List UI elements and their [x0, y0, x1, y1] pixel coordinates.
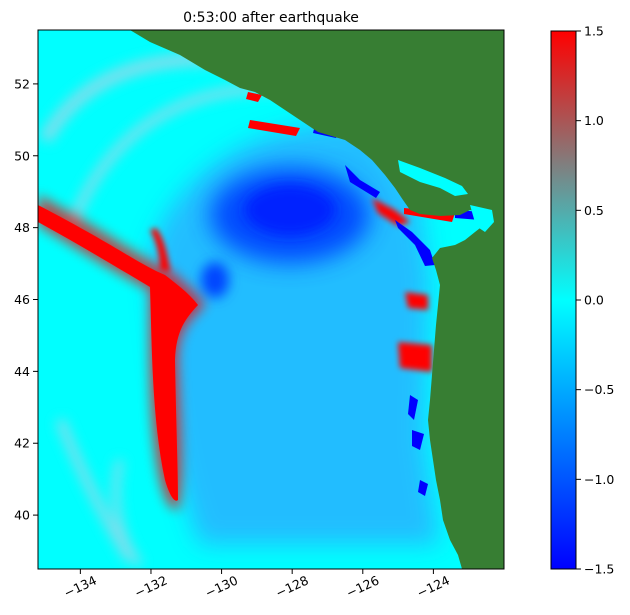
- x-tick-label: −134: [61, 572, 98, 600]
- colorbar-tick-label: −1.0: [584, 472, 614, 487]
- y-axis: 40 42 44 46 48 50 52: [14, 76, 38, 523]
- coastal-crests: [246, 92, 455, 372]
- x-tick-label: −130: [203, 572, 240, 600]
- x-tick-label: −128: [273, 572, 310, 600]
- y-tick-label: 52: [14, 76, 30, 91]
- trough-small: [201, 262, 229, 298]
- trough-core: [245, 185, 335, 235]
- x-tick-label: −124: [414, 572, 451, 600]
- colorbar-tick-label: −1.5: [584, 562, 614, 577]
- heatmap-field: [38, 30, 504, 569]
- inland-water-2: [470, 205, 494, 232]
- y-tick-label: 44: [14, 364, 30, 379]
- colorbar: [550, 30, 577, 570]
- main-crest: [38, 195, 205, 510]
- inland-water: [398, 160, 468, 196]
- y-tick-label: 46: [14, 292, 30, 307]
- colorbar-axis: −1.5 −1.0 −0.5 0.0 0.5 1.0 1.5: [576, 24, 614, 577]
- y-tick-label: 50: [14, 148, 30, 163]
- y-tick-label: 48: [14, 220, 30, 235]
- colorbar-tick-label: 0.5: [584, 203, 604, 218]
- colorbar-tick-label: 0.0: [584, 293, 604, 308]
- y-tick-label: 40: [14, 508, 30, 523]
- y-tick-label: 42: [14, 436, 30, 451]
- colorbar-tick-label: −0.5: [584, 382, 614, 397]
- x-tick-label: −132: [132, 572, 169, 600]
- x-axis: −134 −132 −130 −128 −126 −124: [61, 569, 452, 601]
- chart-title: 0:53:00 after earthquake: [183, 10, 359, 26]
- x-tick-label: −126: [344, 572, 381, 600]
- colorbar-tick-label: 1.5: [584, 24, 604, 39]
- land: [130, 30, 504, 569]
- colorbar-tick-label: 1.0: [584, 113, 604, 128]
